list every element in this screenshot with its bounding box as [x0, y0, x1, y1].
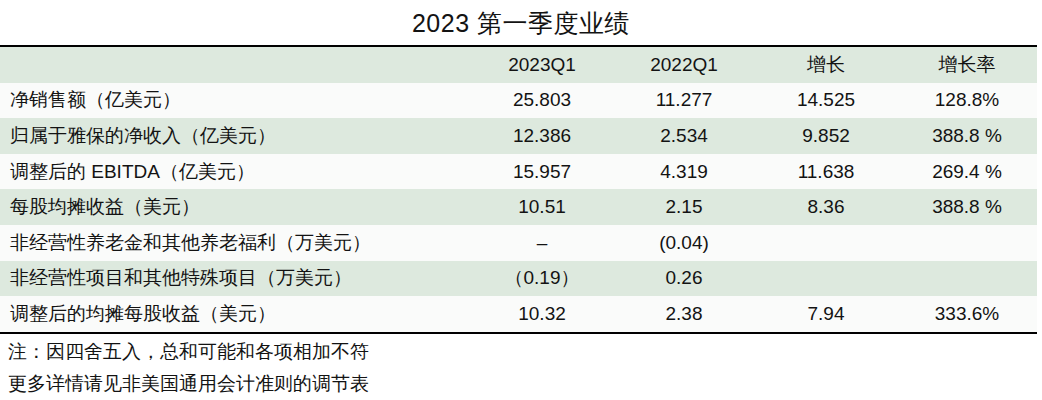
cell-growth: 7.94 [755, 303, 897, 325]
table-row-net-income: 归属于雅保的净收入（亿美元） 12.386 2.534 9.852 388.8 … [0, 118, 1037, 154]
cell-growth: 14.525 [755, 89, 897, 111]
cell-growth: 9.852 [755, 125, 897, 147]
cell-2022q1: 2.15 [613, 196, 755, 218]
row-label: 调整后的 EBITDA（亿美元） [0, 159, 471, 185]
cell-2022q1: 0.26 [613, 267, 755, 289]
column-header-2023q1: 2023Q1 [471, 54, 613, 76]
cell-2023q1: （0.19） [471, 265, 613, 291]
results-page: 2023 第一季度业绩 2023Q1 2022Q1 增长 增长率 净销售额（亿美… [0, 0, 1042, 400]
table-header-row: 2023Q1 2022Q1 增长 增长率 [0, 47, 1037, 83]
row-label: 非经营性养老金和其他养老福利（万美元） [0, 230, 471, 256]
column-header-2022q1: 2022Q1 [613, 54, 755, 76]
cell-2023q1: 25.803 [471, 89, 613, 111]
table-row-diluted-eps: 每股均摊收益（美元） 10.51 2.15 8.36 388.8 % [0, 189, 1037, 225]
cell-2022q1: 4.319 [613, 161, 755, 183]
cell-growth-rate: 269.4 % [897, 161, 1037, 183]
table-row-net-sales: 净销售额（亿美元） 25.803 11.277 14.525 128.8% [0, 83, 1037, 119]
cell-growth-rate: 128.8% [897, 89, 1037, 111]
cell-growth: 11.638 [755, 161, 897, 183]
table-row-pension-items: 非经营性养老金和其他养老福利（万美元） – (0.04) [0, 225, 1037, 261]
cell-growth-rate: 333.6% [897, 303, 1037, 325]
results-table: 2023Q1 2022Q1 增长 增长率 净销售额（亿美元） 25.803 11… [0, 45, 1037, 334]
cell-2022q1: 11.277 [613, 89, 755, 111]
row-label: 非经营性项目和其他特殊项目（万美元） [0, 265, 471, 291]
row-label: 每股均摊收益（美元） [0, 194, 471, 220]
cell-growth-rate: 388.8 % [897, 196, 1037, 218]
column-header-growth: 增长 [755, 52, 897, 78]
cell-2023q1: – [471, 232, 613, 254]
column-header-growth-rate: 增长率 [897, 52, 1037, 78]
cell-2023q1: 12.386 [471, 125, 613, 147]
row-label: 净销售额（亿美元） [0, 87, 471, 113]
table-row-adjusted-ebitda: 调整后的 EBITDA（亿美元） 15.957 4.319 11.638 269… [0, 154, 1037, 190]
footnotes: 注：因四舍五入，总和可能和各项相加不符 更多详情请见非美国通用会计准则的调节表 [8, 336, 369, 399]
cell-growth: 8.36 [755, 196, 897, 218]
cell-growth-rate: 388.8 % [897, 125, 1037, 147]
cell-2023q1: 15.957 [471, 161, 613, 183]
table-row-adjusted-diluted-eps: 调整后的均摊每股收益（美元） 10.32 2.38 7.94 333.6% [0, 296, 1037, 332]
row-label: 调整后的均摊每股收益（美元） [0, 301, 471, 327]
cell-2022q1: 2.38 [613, 303, 755, 325]
table-row-special-items: 非经营性项目和其他特殊项目（万美元） （0.19） 0.26 [0, 261, 1037, 297]
page-title: 2023 第一季度业绩 [0, 7, 1042, 40]
cell-2022q1: (0.04) [613, 232, 755, 254]
row-label: 归属于雅保的净收入（亿美元） [0, 123, 471, 149]
footnote-rounding: 注：因四舍五入，总和可能和各项相加不符 [8, 336, 369, 368]
cell-2022q1: 2.534 [613, 125, 755, 147]
footnote-non-gaap: 更多详情请见非美国通用会计准则的调节表 [8, 368, 369, 400]
cell-2023q1: 10.32 [471, 303, 613, 325]
cell-2023q1: 10.51 [471, 196, 613, 218]
